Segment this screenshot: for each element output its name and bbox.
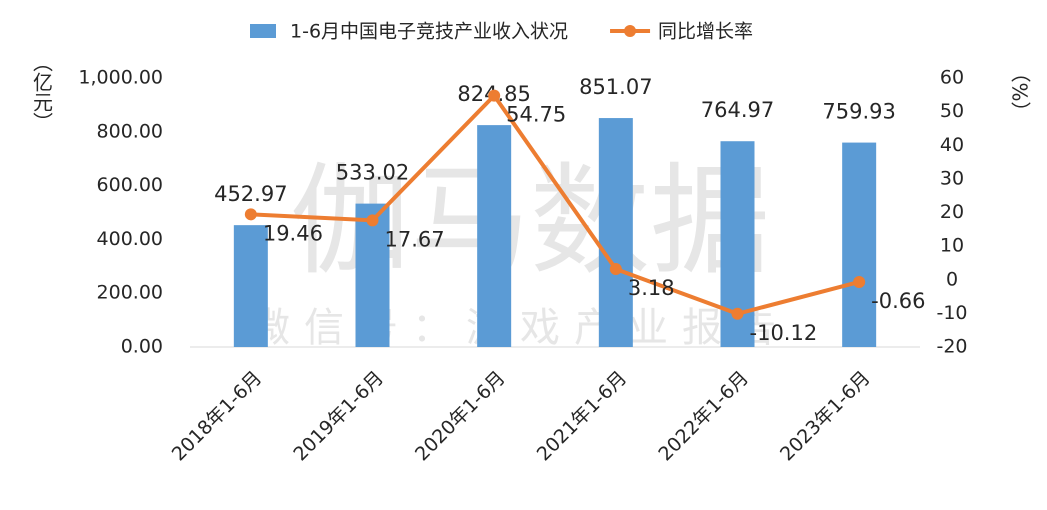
- line-value-label: -10.12: [750, 321, 818, 345]
- y-tick-label: 400.00: [97, 228, 163, 250]
- bar: [842, 142, 877, 347]
- bar: [233, 225, 268, 347]
- line-marker: [731, 307, 744, 320]
- bar-value-label: 452.97: [214, 182, 287, 206]
- bar-value-label: 533.02: [336, 161, 409, 185]
- bar: [477, 125, 512, 347]
- line-marker: [244, 208, 257, 221]
- y2-tick-label: 0: [946, 268, 958, 290]
- legend-label: 同比增长率: [658, 21, 753, 43]
- line-value-label: -0.66: [871, 289, 925, 313]
- y-tick-label: 800.00: [97, 120, 163, 142]
- y2-axis-label: （%）: [1008, 62, 1032, 121]
- bar-value-label: 851.07: [579, 75, 652, 99]
- line-marker: [366, 214, 379, 227]
- bar-value-label: 759.93: [822, 100, 895, 124]
- line-value-label: 54.75: [506, 103, 566, 127]
- y-tick-label: 200.00: [97, 282, 163, 304]
- y2-tick-label: -10: [936, 302, 967, 324]
- y2-tick-label: 40: [940, 134, 964, 156]
- y2-tick-label: 10: [940, 235, 964, 257]
- line-marker: [853, 275, 866, 288]
- line-marker: [609, 263, 622, 276]
- y-tick-label: 1,000.00: [78, 67, 163, 89]
- legend-label: 1-6月中国电子竞技产业收入状况: [290, 21, 568, 43]
- line-value-label: 17.67: [385, 227, 445, 251]
- legend-swatch: [250, 24, 276, 38]
- y-tick-label: 600.00: [97, 174, 163, 196]
- legend-swatch: [624, 25, 637, 37]
- y2-tick-label: 20: [940, 201, 964, 223]
- bar-value-label: 764.97: [701, 98, 774, 122]
- line-value-label: 19.46: [263, 221, 323, 245]
- y-tick-label: 0.00: [121, 336, 163, 358]
- y2-tick-label: 60: [940, 67, 964, 89]
- y-axis-label: （亿元）: [30, 52, 54, 132]
- watermark-sub: 微信号：游戏产业报告: [250, 305, 790, 351]
- line: [250, 92, 860, 316]
- y2-tick-label: -20: [936, 336, 967, 358]
- line-value-label: 3.18: [628, 276, 675, 300]
- y2-tick-label: 50: [940, 100, 964, 122]
- bar: [355, 203, 390, 347]
- bar: [598, 118, 633, 348]
- line-marker: [488, 89, 501, 102]
- y2-tick-label: 30: [940, 167, 964, 189]
